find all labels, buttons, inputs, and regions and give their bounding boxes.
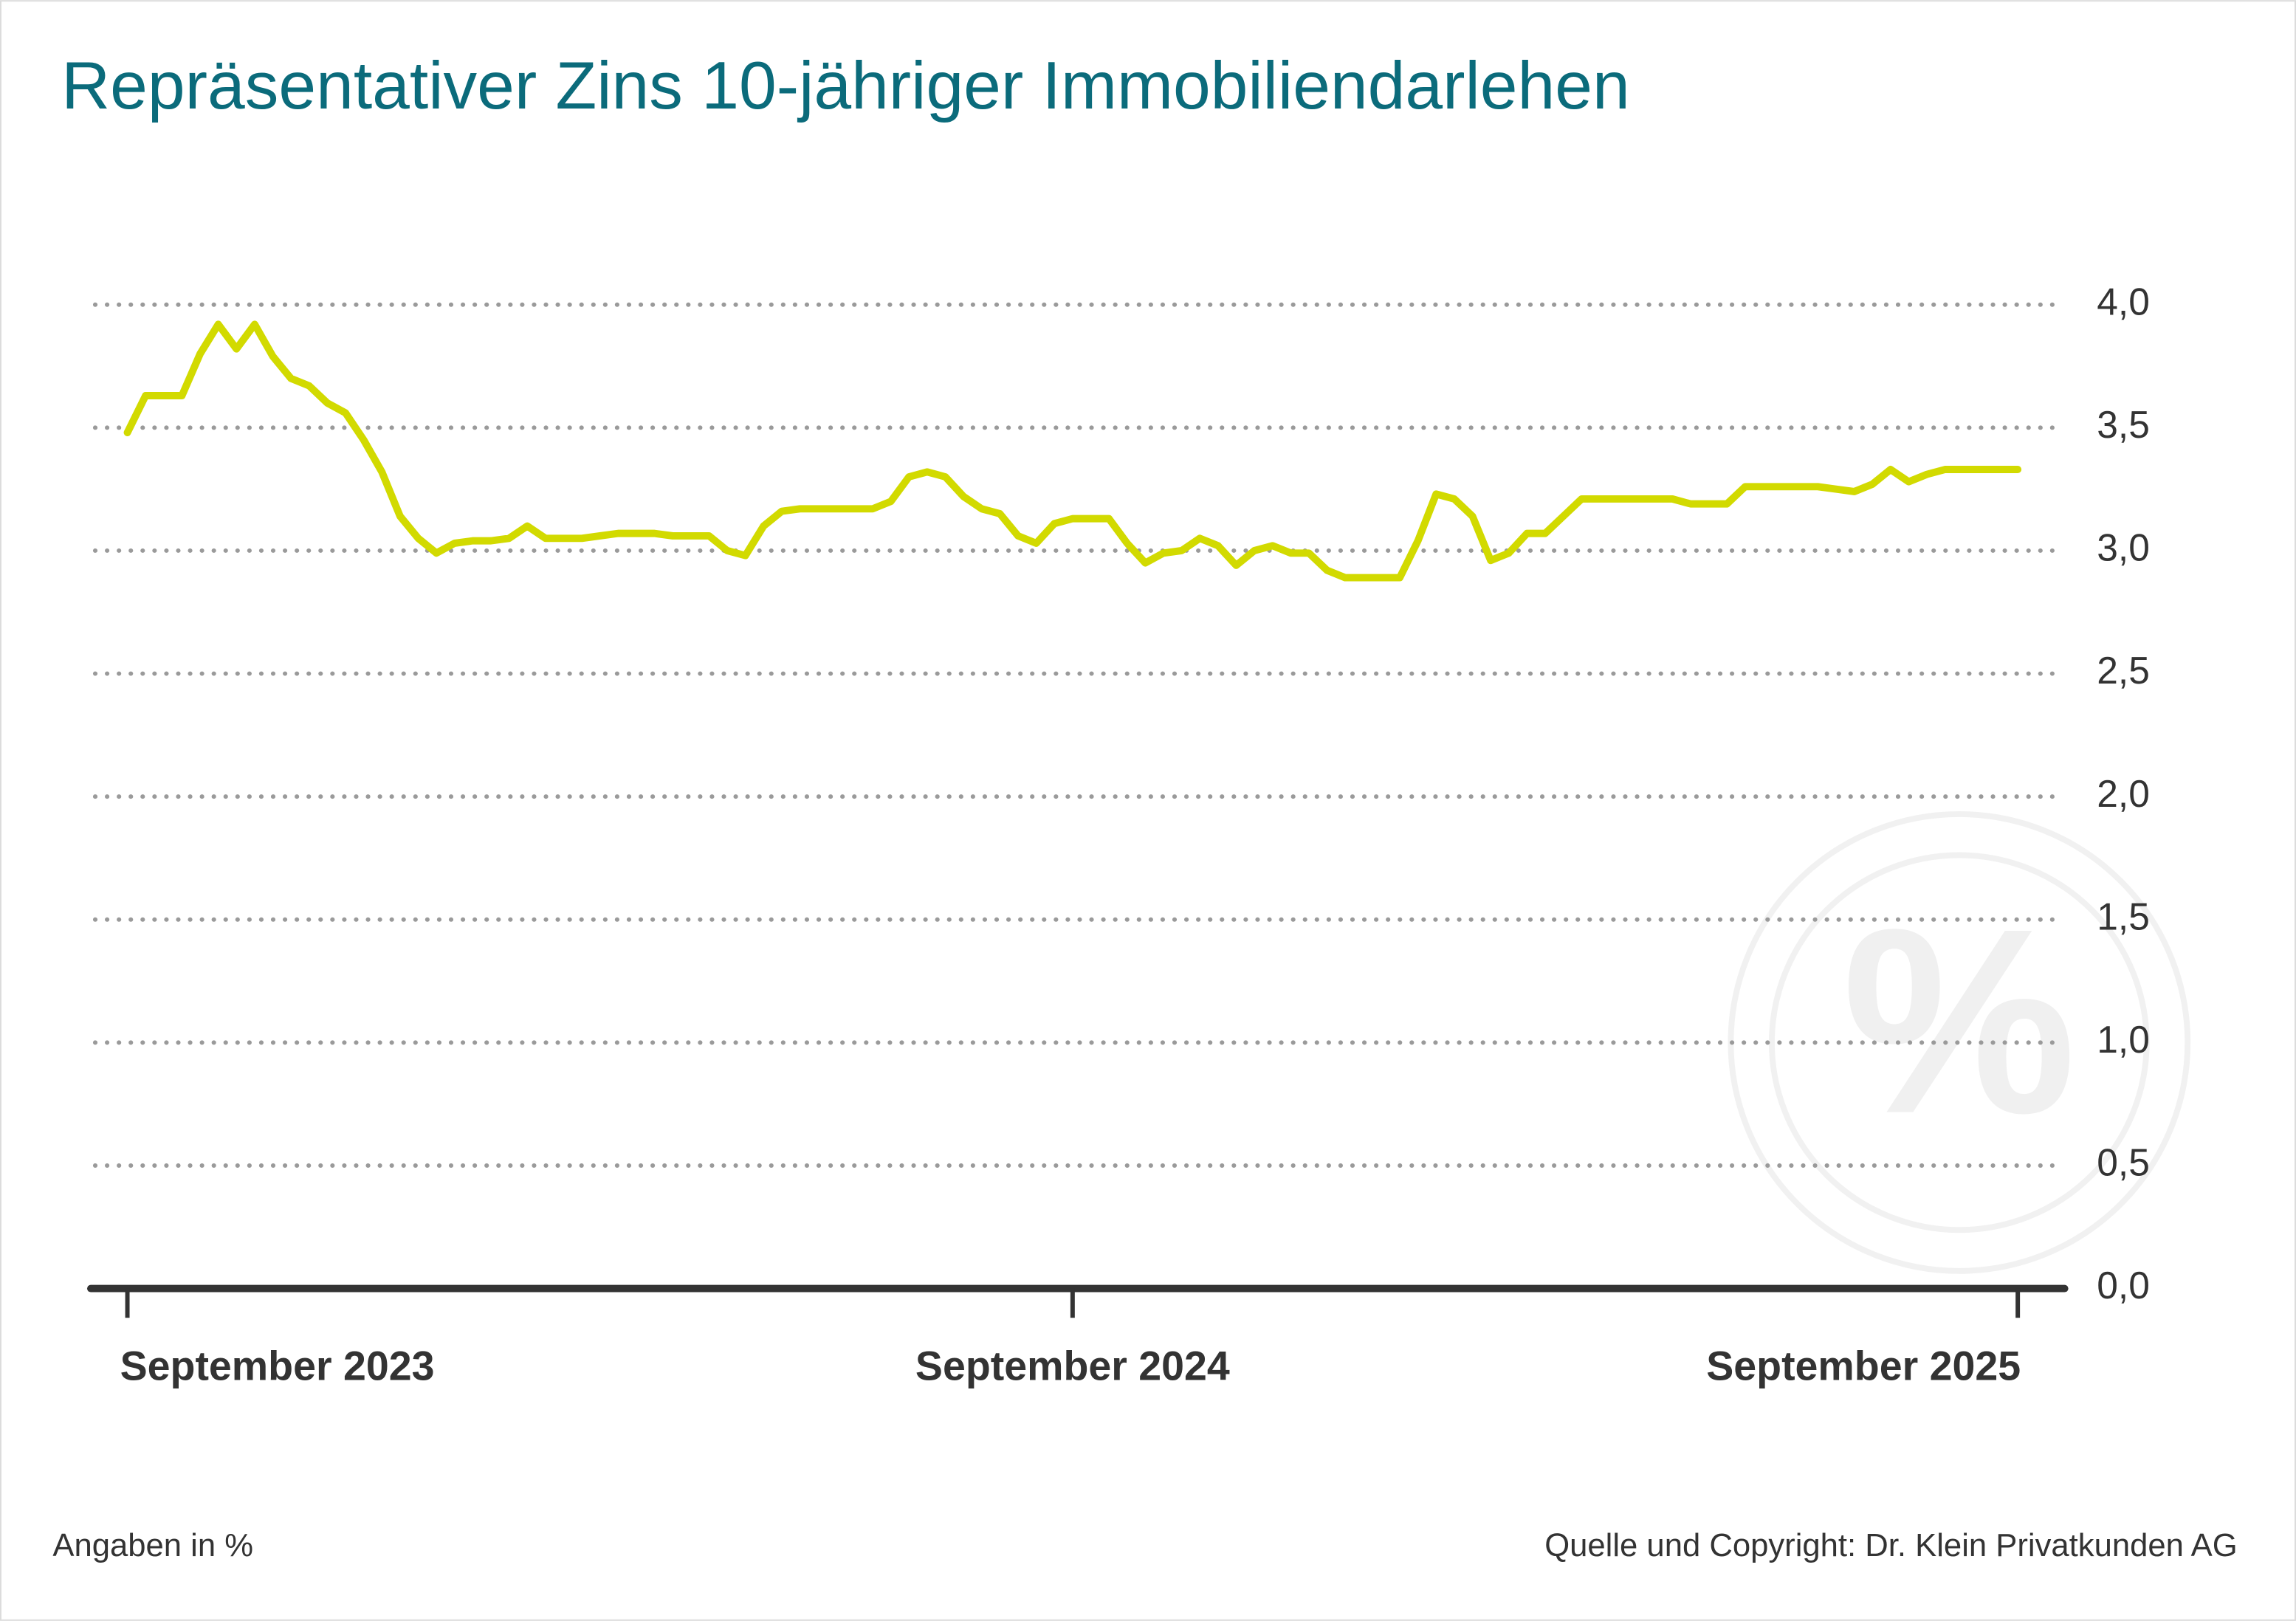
y-tick-label: 4,0 — [2097, 280, 2150, 323]
x-tick-label: September 2025 — [1706, 1343, 2021, 1388]
y-tick-label: 3,0 — [2097, 526, 2150, 569]
source: Quelle und Copyright: Dr. Klein Privatku… — [1544, 1528, 2237, 1563]
y-tick-label: 0,0 — [2097, 1264, 2150, 1307]
y-tick-label: 1,5 — [2097, 895, 2150, 937]
y-tick-label: 2,0 — [2097, 772, 2150, 815]
x-tick-label: September 2023 — [120, 1343, 435, 1388]
svg-text:%: % — [1842, 874, 2076, 1169]
y-tick-label: 2,5 — [2097, 649, 2150, 692]
y-tick-label: 0,5 — [2097, 1141, 2150, 1184]
note: Angaben in % — [52, 1528, 253, 1563]
y-tick-label: 3,5 — [2097, 403, 2150, 446]
y-tick-label: 1,0 — [2097, 1018, 2150, 1061]
chart-title: Repräsentativer Zins 10-jähriger Immobil… — [61, 48, 1629, 123]
series-line — [123, 320, 2022, 582]
x-tick-label: September 2024 — [915, 1343, 1230, 1388]
